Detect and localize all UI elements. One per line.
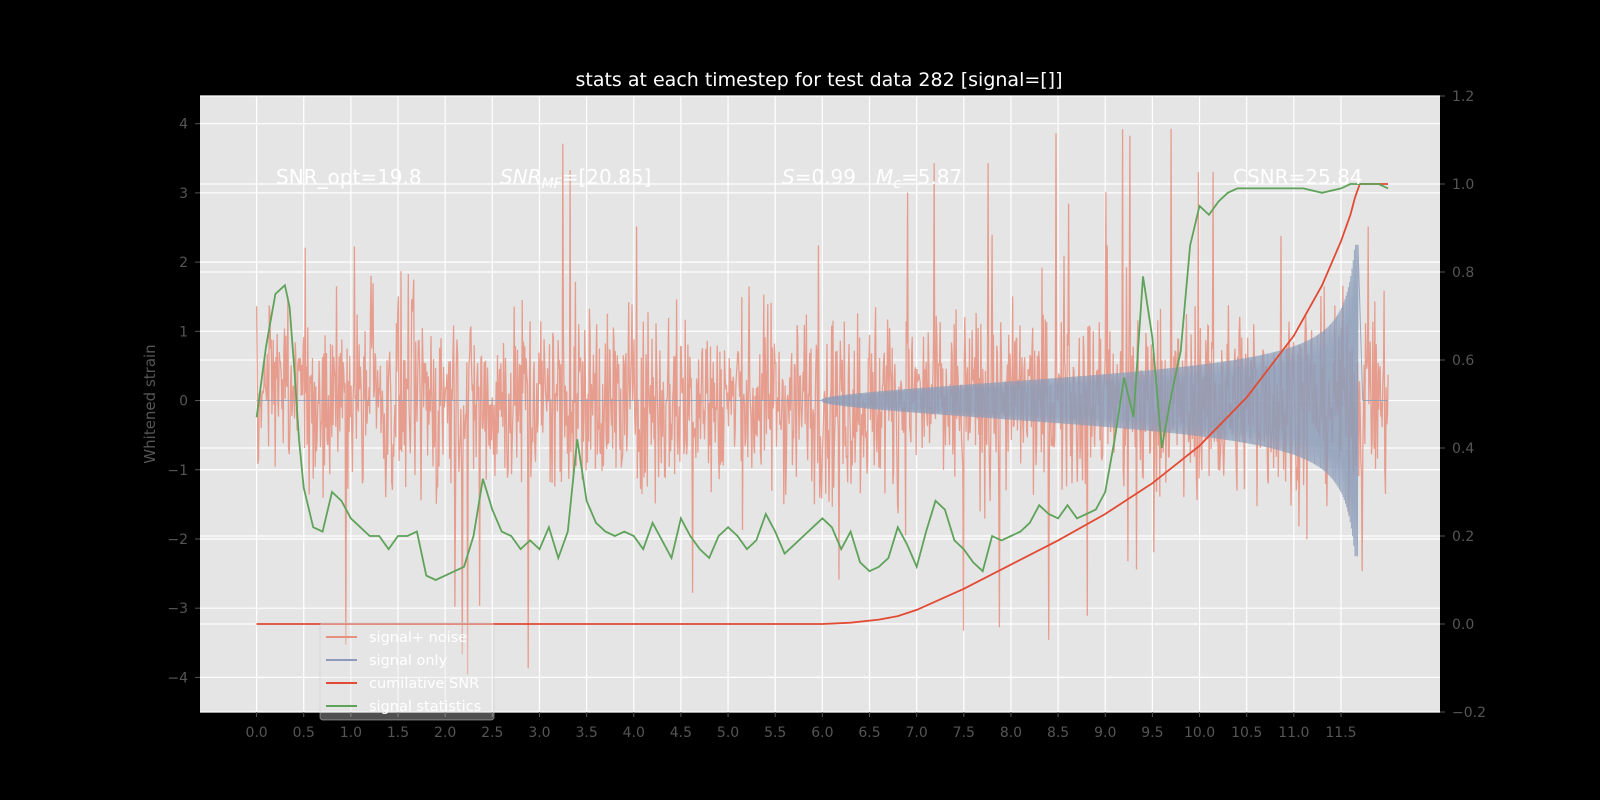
chart-title: stats at each timestep for test data 282…: [575, 69, 1062, 91]
x-tick-label-13: 6.5: [858, 725, 880, 741]
annotation-mc-value: =5.87: [901, 165, 962, 189]
annotation-snr-opt: SNR_opt=19.8: [276, 165, 422, 189]
y2-tick-label-0: 1.2: [1452, 89, 1474, 105]
x-tick-label-17: 8.5: [1047, 725, 1069, 741]
right-axis-series: [255, 183, 1389, 625]
annotation-mc-sub: c: [893, 176, 901, 192]
y-tick-label-5: −1: [167, 463, 188, 479]
y2-tick-label-5: 0.2: [1452, 529, 1474, 545]
y2-tick-label-3: 0.6: [1452, 353, 1474, 369]
x-tick-label-19: 9.5: [1141, 725, 1163, 741]
x-tick-label-23: 11.5: [1325, 725, 1356, 741]
legend-label-signal-statistics: signal statistics: [369, 699, 481, 715]
x-tick-label-0: 0.0: [245, 725, 267, 741]
series-signal-noise: [255, 128, 1389, 675]
y2-tick-label-7: −0.2: [1452, 705, 1486, 721]
x-tick-label-12: 6.0: [811, 725, 833, 741]
annotation-snr-mf: SNRMF=[20.85]: [500, 165, 651, 192]
y2-tick-label-6: 0.0: [1452, 617, 1474, 633]
annotation-snr-mf-main: SNR: [500, 165, 542, 189]
series-line-3: [255, 183, 1389, 581]
legend-box: [319, 622, 495, 721]
y-tick-label-7: −3: [167, 601, 188, 617]
annotation-csnr: CSNR=25.84: [1233, 165, 1363, 189]
x-tick-label-8: 4.0: [623, 725, 645, 741]
x-tick-label-15: 7.5: [953, 725, 975, 741]
y-tick-label-8: −4: [167, 670, 188, 686]
signal-trace: [256, 244, 1389, 557]
y2-axis-ticks: 1.2 1.0 0.8 0.6 0.4 0.2 0.0 −0.2: [1440, 89, 1486, 721]
series-line-2: [256, 183, 1389, 625]
annotation-mc-main: M: [876, 165, 893, 189]
annotation-s-main: S: [782, 165, 795, 189]
annotation-snr-mf-value: =[20.85]: [562, 165, 652, 189]
x-tick-label-22: 11.0: [1278, 725, 1309, 741]
x-tick-label-11: 5.5: [764, 725, 786, 741]
x-tick-label-4: 2.0: [434, 725, 456, 741]
x-tick-label-1: 0.5: [293, 725, 315, 741]
legend-label-cumulative-snr: cumilative SNR: [369, 676, 479, 692]
y-tick-label-2: 2: [179, 255, 188, 271]
y-tick-label-0: 4: [179, 117, 188, 133]
series-signal-only: [256, 244, 1389, 557]
x-tick-label-18: 9.0: [1094, 725, 1116, 741]
x-tick-label-2: 1.0: [340, 725, 362, 741]
annotation-mc: Mc=5.87: [876, 165, 962, 192]
legend-label-signal-noise: signal+ noise: [369, 630, 467, 646]
x-tick-label-21: 10.5: [1231, 725, 1262, 741]
y2-tick-label-2: 0.8: [1452, 265, 1474, 281]
x-tick-label-16: 8.0: [1000, 725, 1022, 741]
y-axis-ticks: 4 3 2 1 0 −1 −2 −3 −4: [167, 117, 200, 686]
annotation-s: S=0.99: [782, 165, 856, 189]
legend-label-signal-only: signal only: [369, 653, 448, 669]
x-tick-label-3: 1.5: [387, 725, 409, 741]
legend: signal+ noise signal only cumilative SNR…: [319, 622, 495, 721]
x-tick-label-9: 4.5: [670, 725, 692, 741]
y-tick-label-1: 3: [179, 186, 188, 202]
x-tick-label-14: 7.0: [906, 725, 928, 741]
y2-tick-label-1: 1.0: [1452, 177, 1474, 193]
x-tick-label-20: 10.0: [1184, 725, 1215, 741]
x-tick-label-7: 3.5: [575, 725, 597, 741]
y-tick-label-3: 1: [179, 324, 188, 340]
grid-lines: [200, 95, 1440, 713]
y-tick-label-6: −2: [167, 532, 188, 548]
x-tick-label-6: 3.0: [528, 725, 550, 741]
annotation-s-value: =0.99: [795, 165, 856, 189]
y-tick-label-4: 0: [179, 394, 188, 410]
x-axis-ticks: 0.0 0.5 1.0 1.5 2.0 2.5 3.0 3.5 4.0 4.5 5.0 5.5 6.0 6…: [245, 712, 1357, 741]
x-tick-label-10: 5.0: [717, 725, 739, 741]
noise-trace: [255, 128, 1389, 675]
annotation-snr-mf-sub: MF: [542, 176, 563, 192]
y-axis-label: Whitened strain: [141, 344, 159, 463]
x-tick-label-5: 2.5: [481, 725, 503, 741]
y2-tick-label-4: 0.4: [1452, 441, 1474, 457]
